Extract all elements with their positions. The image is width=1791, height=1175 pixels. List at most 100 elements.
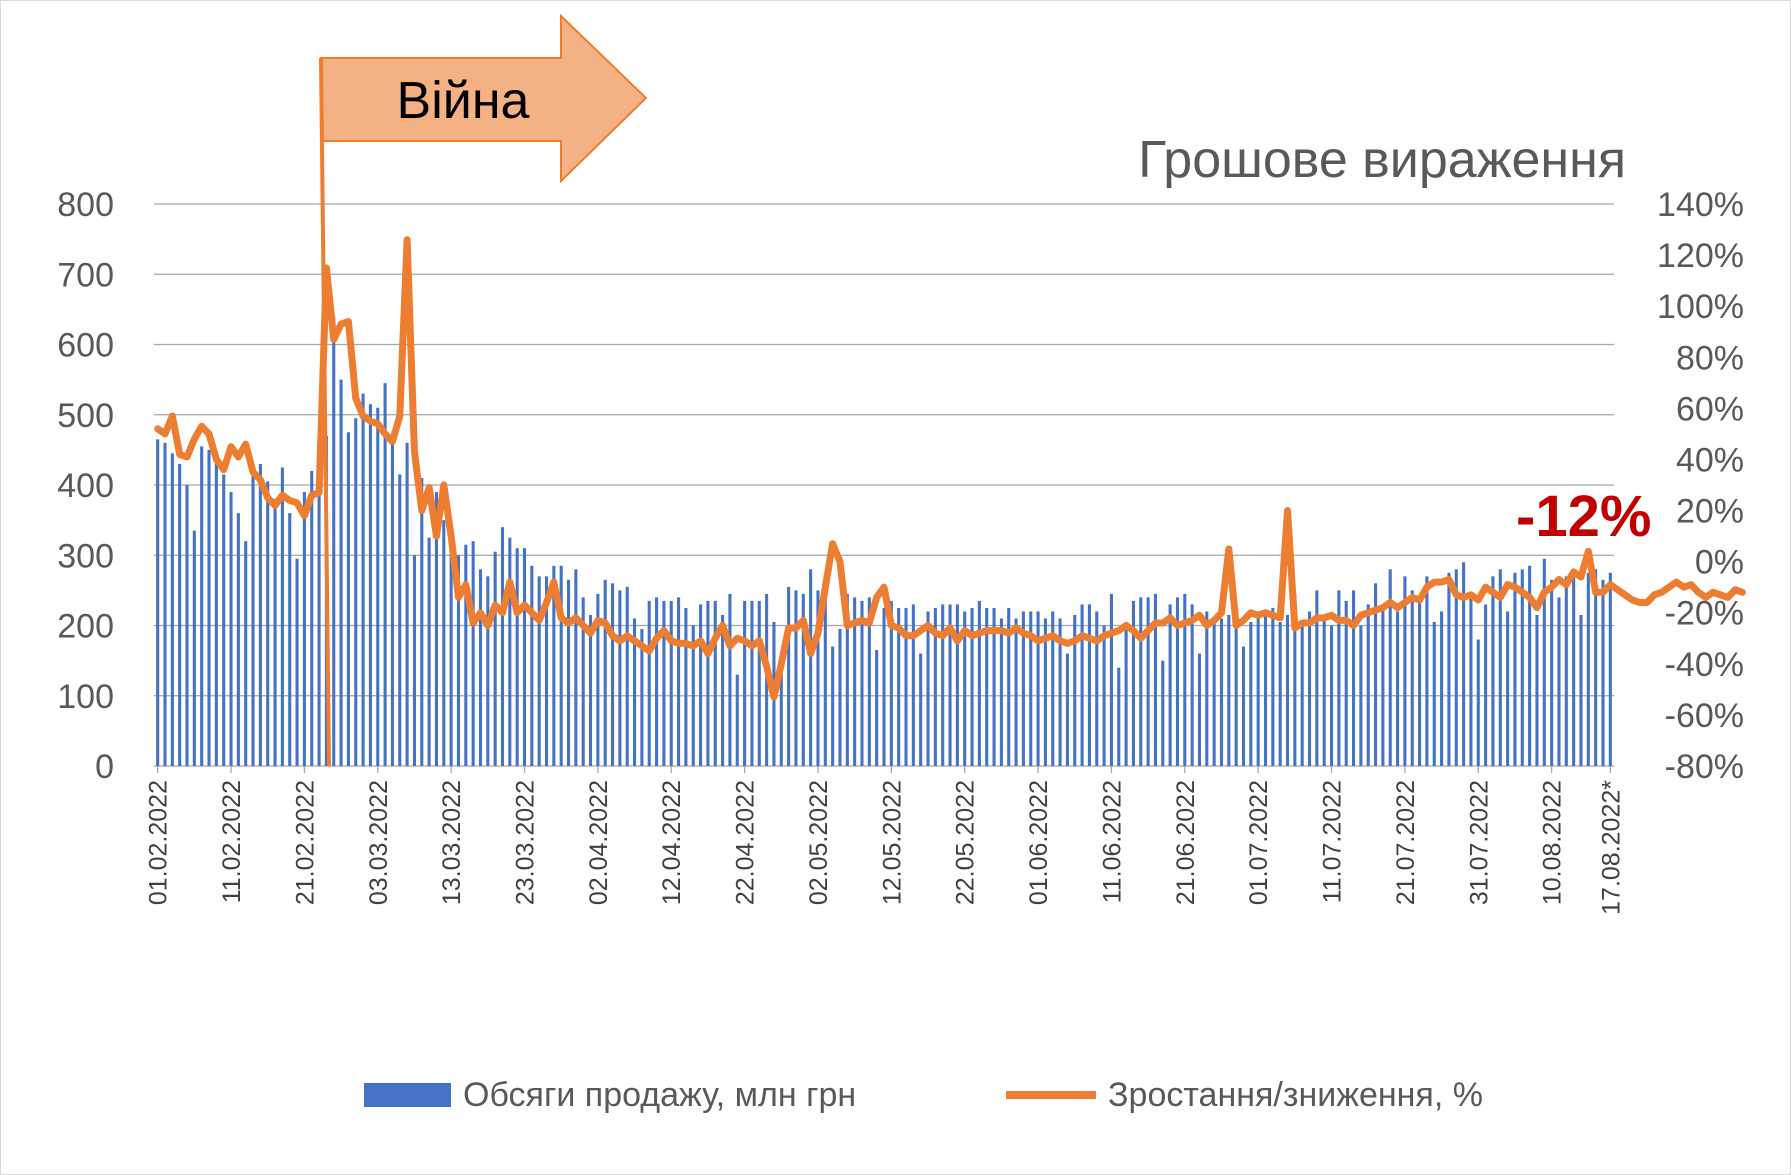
bar [721,614,725,766]
bar [1146,597,1150,766]
bar [244,541,248,766]
bar [258,463,262,766]
bar [376,407,380,766]
bar [1300,625,1304,766]
bar [750,600,754,766]
bar [684,607,688,766]
bar [1307,611,1312,766]
y-right-tick-label: 140% [1657,186,1744,224]
bar [735,674,739,766]
line-series [154,236,1746,701]
bar [574,569,578,766]
bar [787,586,791,766]
bar [310,470,314,766]
bar [1403,576,1407,766]
bar [471,541,475,766]
bar [427,537,431,766]
bar [904,607,908,766]
bar [640,629,644,766]
bar [449,548,453,766]
bar [867,597,871,766]
bar [266,481,270,766]
bar [588,614,593,766]
bar [368,404,372,766]
y-left-tick-label: 200 [57,608,114,646]
bar [1447,572,1451,766]
y-right-tick-label: -80% [1665,748,1744,786]
y-right-tick-label: -40% [1665,646,1744,684]
bar [948,604,952,766]
y-right-tick-label: 80% [1676,339,1744,377]
bar [1285,614,1290,766]
bar [1535,614,1539,766]
y-left-tick-label: 0 [95,748,114,786]
bar [1051,611,1055,766]
bar [273,499,277,766]
bar [889,600,893,766]
bar [1315,590,1319,767]
bar [361,393,365,766]
bar [1550,579,1554,766]
y-right-tick-label: 20% [1676,493,1744,531]
bar [955,604,959,766]
x-tick-label: 22.05.2022 [952,780,980,905]
bar [1139,597,1143,766]
bar [985,607,989,766]
bar-series [156,316,1612,767]
y-left-tick-label: 300 [57,537,114,575]
bar [1212,618,1216,766]
bar [295,558,299,766]
bar [809,569,813,766]
bar [1124,621,1128,766]
bar [677,597,681,766]
bar [1190,604,1194,766]
bar [875,650,879,766]
bar [699,604,703,766]
bar [845,593,849,766]
bar [1418,597,1422,766]
y-right-tick-label: 60% [1676,390,1744,428]
bar [1014,618,1018,766]
bar [977,600,981,766]
bar [1058,618,1062,766]
bar [596,593,600,766]
bar [647,600,651,766]
bar [383,383,387,766]
bar [214,456,218,766]
bar [1249,621,1253,766]
bar [478,569,483,766]
bar [1432,621,1436,766]
x-tick-label: 03.03.2022 [365,780,393,905]
bar [1322,614,1326,766]
x-tick-label: 23.03.2022 [512,780,540,905]
bar [420,477,424,766]
bar [185,485,189,766]
bar [897,607,901,766]
bar [486,576,490,766]
bar [434,492,438,766]
bar [970,607,974,766]
x-tick-label: 22.04.2022 [732,780,760,905]
bar [1388,569,1392,766]
y-right-tick-label: 0% [1695,544,1744,582]
bar [1234,607,1238,766]
bar [838,629,842,766]
bar [493,551,497,766]
bar [655,597,659,766]
x-tick-label: 21.06.2022 [1172,780,1200,905]
bar [317,449,321,767]
x-tick-label: 01.06.2022 [1025,780,1053,905]
bar [566,579,571,766]
y-right-tick-label: -60% [1665,697,1744,735]
x-tick-label: 31.07.2022 [1465,780,1493,905]
y-left-tick-label: 700 [57,256,114,294]
bar [302,492,306,766]
bar [1095,611,1099,766]
bar [1161,660,1165,767]
bar [1462,562,1466,766]
bar [559,565,563,766]
bar [963,611,967,766]
bar [280,467,284,766]
